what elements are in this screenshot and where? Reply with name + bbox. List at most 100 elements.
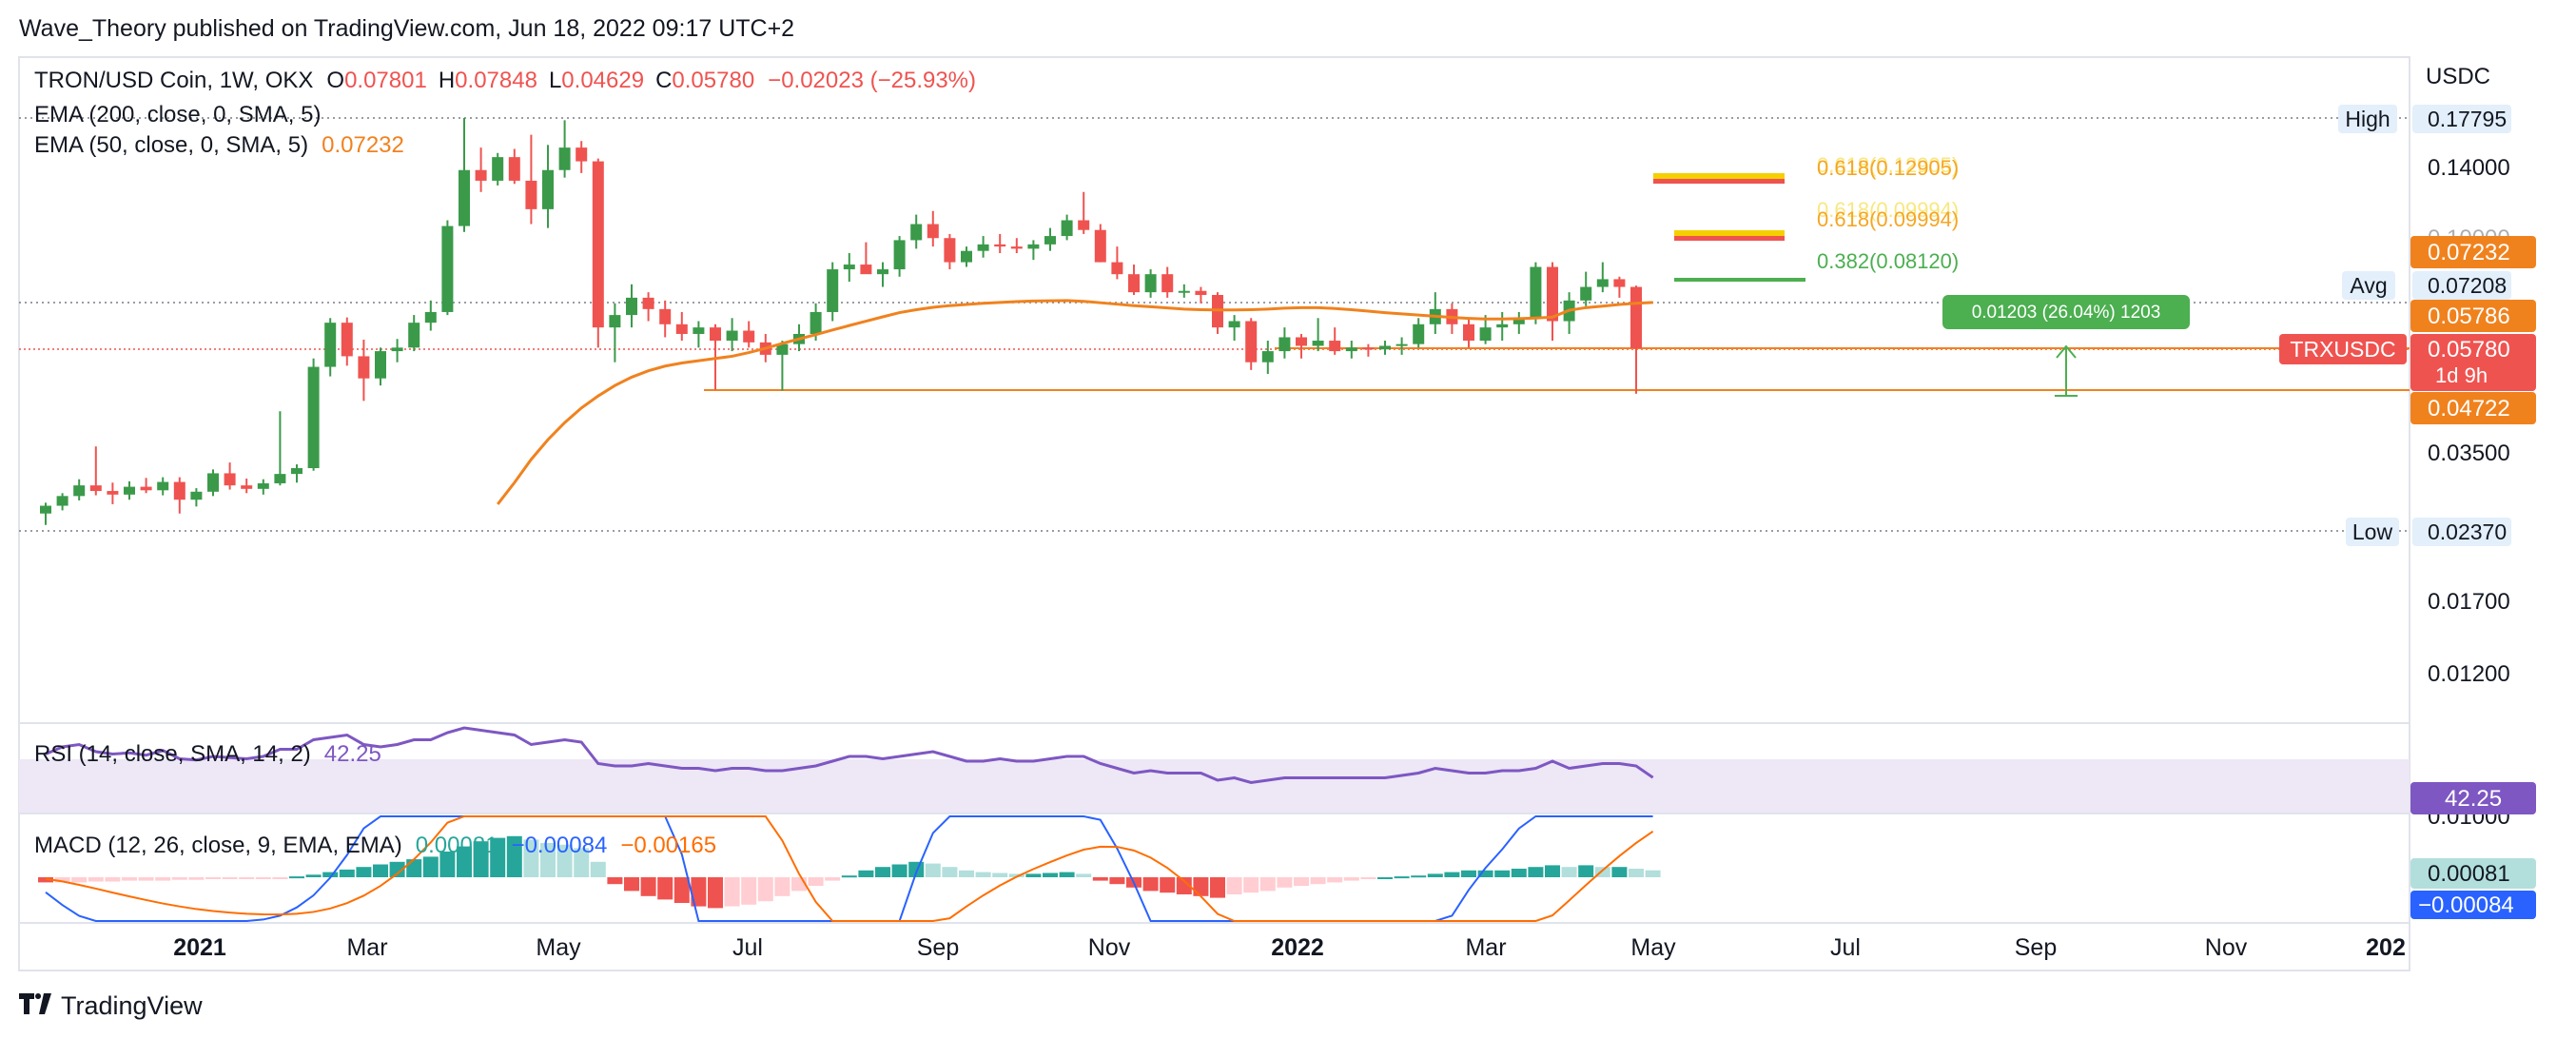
time-tick: May [536, 934, 581, 961]
candle-up [492, 157, 504, 181]
candle-up [1512, 318, 1525, 324]
axis-tick: 0.01200 [2428, 661, 2510, 687]
macd-hist-bar [373, 864, 388, 877]
candle-up [307, 366, 320, 469]
macd-label: MACD (12, 26, close, 9, EMA, EMA) [34, 833, 402, 858]
ema50-group [497, 299, 1653, 505]
legend-ema200[interactable]: EMA (200, close, 0, SMA, 5) [34, 102, 321, 127]
macd-hist-bar [406, 859, 422, 877]
high-label-box [2338, 105, 2397, 133]
candle-down [1463, 323, 1474, 342]
macd-hist-bar [1377, 877, 1393, 879]
legend-c-value: 0.05780 [672, 68, 754, 93]
macd-hist-bar [825, 877, 841, 881]
avg-label-box [2342, 271, 2395, 300]
legend-symbol[interactable]: TRON/USD Coin, 1W, OKX O0.07801 H0.07848 L0… [34, 68, 976, 93]
macd-hist-bar [1444, 872, 1460, 877]
legend-ema50-value: 0.07232 [322, 132, 404, 158]
macd-hist-bar [138, 877, 154, 881]
macd-hist-bar [305, 874, 322, 877]
candle-up [1044, 236, 1056, 245]
candle-up [1178, 290, 1190, 293]
candle-up [56, 496, 68, 506]
candle-down [642, 297, 654, 309]
legend-symbol-text: TRON/USD Coin, 1W, OKX [34, 68, 313, 93]
measure-label-box [1942, 295, 2190, 329]
macd-hist-bar [1629, 869, 1644, 877]
candle-down [1010, 246, 1023, 249]
legend-h-label: H [439, 68, 455, 93]
candle-down [475, 169, 487, 181]
time-tick: Mar [346, 934, 387, 961]
macd-hist-bar [71, 877, 88, 883]
candle-up [1596, 279, 1609, 287]
candle-up [291, 468, 302, 475]
candle-down [525, 180, 537, 209]
low-value: 0.02370 [2428, 520, 2507, 544]
macd-hist-bar [1310, 877, 1326, 885]
price-axis[interactable]: USDC 0.14000 0.10000 0.03500 0.01700 0.0… [2279, 64, 2536, 919]
macd-hist-bar [1294, 877, 1309, 886]
macd-hist-bar [574, 848, 590, 877]
macd-hist-bar [1411, 875, 1427, 878]
macd-hist-bar [691, 877, 707, 907]
macd-hist-bar [1210, 877, 1225, 898]
candle-down [1613, 279, 1626, 287]
candle-up [391, 347, 403, 352]
rsi-line [45, 726, 1654, 785]
macd-hist-bar [1160, 877, 1176, 893]
macd-hist-bar [1076, 873, 1092, 877]
candle-up [73, 485, 86, 497]
candle-down [1245, 321, 1258, 363]
legend-change: −0.02023 (−25.93%) [768, 68, 976, 93]
macd-hist-bar [540, 843, 556, 877]
macd-hist-tag-box [2410, 858, 2536, 889]
macd-hist-bar [439, 852, 456, 877]
avg-value: 0.07208 [2428, 273, 2507, 298]
candle-down [1094, 229, 1106, 263]
candle-up [609, 315, 621, 328]
time-axis[interactable]: 2021 Mar May Jul Sep Nov 2022 Mar May Ju… [173, 934, 2406, 961]
high-value: 0.17795 [2428, 107, 2507, 131]
low-value-box [2412, 518, 2511, 546]
macd-hist-bar [624, 877, 639, 892]
measure-tool[interactable]: 0.01203 (26.04%) 1203 [1942, 295, 2190, 397]
candle-up [257, 482, 269, 489]
candle-down [927, 224, 939, 239]
macd-hist-bar [205, 877, 221, 879]
candle-down [1161, 274, 1174, 293]
rsi-legend[interactable]: RSI (14, close, SMA, 14, 2) 42.25 [34, 741, 381, 767]
macd-hist-bar [1008, 873, 1025, 877]
legend: TRON/USD Coin, 1W, OKX O0.07801 H0.07848 L0… [34, 68, 976, 158]
candle-up [1479, 327, 1492, 342]
ema50-tag: 0.07232 [2428, 240, 2510, 265]
macd-hist-bar [1394, 876, 1410, 879]
fib-top-band-yellow [1653, 173, 1785, 179]
candle-down [224, 473, 236, 486]
support-tag: 0.04722 [2428, 396, 2510, 421]
candle-down [107, 491, 119, 495]
candle-up [1261, 351, 1274, 363]
candle-down [1296, 337, 1307, 346]
candle-up [693, 327, 705, 334]
candle-down [508, 157, 520, 181]
avg-value-box [2412, 271, 2511, 300]
macd-hist-bar [339, 869, 355, 877]
macd-hist-bar [1142, 877, 1159, 892]
fib-0382-label: 0.382(0.08120) [1817, 249, 1959, 273]
macd-hist-bar [1343, 877, 1359, 881]
time-tick: Nov [1088, 934, 1131, 961]
candle-up [558, 147, 571, 170]
macd-hist-bar [272, 877, 288, 879]
macd-hist-bar [1243, 877, 1259, 893]
footer-brand[interactable]: TradingView [19, 991, 203, 1020]
macd-legend[interactable]: MACD (12, 26, close, 9, EMA, EMA) 0.00081… [34, 833, 716, 858]
candle-up [157, 481, 169, 491]
rsi-label: RSI (14, close, SMA, 14, 2) [34, 741, 311, 767]
candle-down [241, 485, 253, 489]
macd-hist-bar [1494, 870, 1511, 877]
rsi-tag: 42.25 [2445, 786, 2502, 812]
legend-ema50[interactable]: EMA (50, close, 0, SMA, 5) 0.07232 [34, 132, 404, 158]
candle-up [877, 269, 888, 275]
